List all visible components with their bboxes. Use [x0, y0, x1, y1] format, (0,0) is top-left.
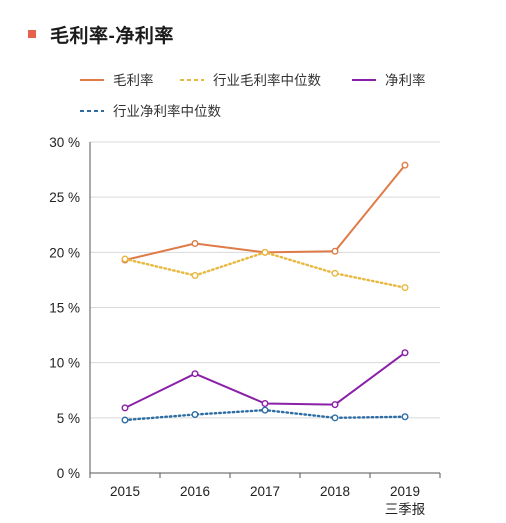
data-point [191, 411, 199, 419]
data-point [121, 416, 129, 424]
chart-title: 毛利率-净利率 [50, 25, 174, 47]
data-point [401, 161, 409, 169]
data-point [331, 247, 339, 255]
y-tick-label: 5 % [57, 411, 80, 426]
legend-label: 毛利率 [113, 72, 154, 88]
data-point [401, 413, 409, 421]
x-tick-label: 三季报 [385, 502, 426, 517]
data-point [191, 272, 199, 280]
title-marker-icon [28, 30, 36, 38]
chart-header: 毛利率-净利率 [28, 20, 174, 48]
x-tick-label: 2015 [110, 484, 140, 499]
data-point [191, 240, 199, 248]
legend-label: 净利率 [385, 72, 426, 88]
data-point [261, 406, 269, 414]
data-point [121, 404, 129, 412]
x-tick-label: 2016 [180, 484, 210, 499]
y-tick-label: 0 % [57, 466, 80, 481]
series-line [123, 251, 407, 289]
y-tick-label: 25 % [49, 190, 80, 205]
y-tick-label: 20 % [49, 245, 80, 260]
data-point [401, 349, 409, 357]
data-point [331, 414, 339, 422]
x-tick-label: 2019 [390, 484, 420, 499]
data-point [121, 255, 129, 263]
legend-label: 行业净利率中位数 [113, 103, 221, 119]
data-point [331, 401, 339, 409]
series-line [124, 351, 406, 409]
y-tick-label: 10 % [49, 356, 80, 371]
data-point [191, 370, 199, 378]
data-point [401, 284, 409, 292]
x-tick-label: 2017 [250, 484, 280, 499]
data-point [261, 248, 269, 256]
y-tick-label: 30 % [49, 135, 80, 150]
data-point [261, 399, 269, 407]
legend-label: 行业毛利率中位数 [213, 72, 321, 88]
series-line [124, 164, 406, 262]
y-tick-label: 15 % [49, 301, 80, 316]
data-point [331, 269, 339, 277]
x-tick-label: 2018 [320, 484, 350, 499]
